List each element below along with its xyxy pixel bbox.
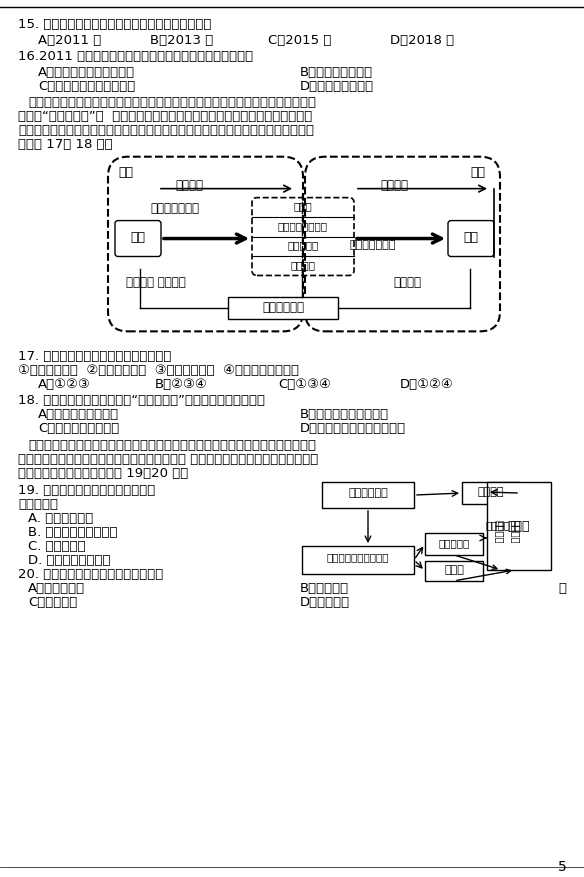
Text: 16.2011 年以来，安徽省常住人口净迁移率变化反映了该省: 16.2011 年以来，安徽省常住人口净迁移率变化反映了该省 bbox=[18, 50, 253, 63]
Bar bbox=[228, 298, 338, 320]
Text: B．投资环境的改善: B．投资环境的改善 bbox=[300, 66, 373, 79]
Bar bbox=[462, 482, 520, 504]
Bar bbox=[487, 482, 551, 570]
Text: 空间转移: 空间转移 bbox=[175, 178, 203, 191]
Text: A．2011 年: A．2011 年 bbox=[38, 34, 101, 46]
Text: 农民: 农民 bbox=[130, 231, 145, 243]
Text: B. 派件体积质量限制小: B. 派件体积质量限制小 bbox=[28, 525, 117, 538]
Bar bbox=[302, 546, 414, 574]
Text: 电商企业流通加工中心: 电商企业流通加工中心 bbox=[327, 552, 390, 561]
Text: 村改居农民: 村改居农民 bbox=[287, 240, 319, 250]
Text: 17. 下列措施中最能提升城镇化质量的是: 17. 下列措施中最能提升城镇化质量的是 bbox=[18, 350, 171, 363]
Bar bbox=[322, 482, 414, 509]
Text: 展越过这一阶段后，农业转移人口的市民化问题，便成为新型城镇化的重要任务。据: 展越过这一阶段后，农业转移人口的市民化问题，便成为新型城镇化的重要任务。据 bbox=[18, 124, 314, 137]
Text: C．常住人口数量不断增加: C．常住人口数量不断增加 bbox=[38, 80, 135, 93]
Text: 19. 自提柜取货与网店自取相比，其: 19. 自提柜取货与网店自取相比，其 bbox=[18, 483, 155, 496]
Text: 农村: 农村 bbox=[118, 166, 133, 179]
Text: 网上下单: 网上下单 bbox=[478, 487, 504, 496]
Text: D．2018 年: D．2018 年 bbox=[390, 34, 454, 46]
Text: 城镇化第一阶段: 城镇化第一阶段 bbox=[150, 202, 199, 214]
Text: 社区终端店: 社区终端店 bbox=[439, 538, 470, 547]
Text: 城镇化第二阶段: 城镇化第二阶段 bbox=[350, 239, 397, 249]
Text: 5: 5 bbox=[558, 859, 566, 873]
Text: 15. 安徽省常住人口从净迁出转变为净迁入的年份是: 15. 安徽省常住人口从净迁出转变为净迁入的年份是 bbox=[18, 18, 211, 31]
Text: A．城乡差距不断缩小: A．城乡差距不断缩小 bbox=[38, 408, 119, 421]
Text: 与追求数量增长的传统城镇化不同，新型城镇化的重点在于提升城镇化质量，致力: 与追求数量增长的传统城镇化不同，新型城镇化的重点在于提升城镇化质量，致力 bbox=[28, 96, 316, 109]
Text: 于实现“人的城镇化”。  传统城镇化阶段完成了农村地区农民空间转移，而区域发: 于实现“人的城镇化”。 传统城镇化阶段完成了农村地区农民空间转移，而区域发 bbox=[18, 110, 312, 123]
FancyBboxPatch shape bbox=[448, 221, 494, 257]
Text: B．获取更高的家庭收入: B．获取更高的家庭收入 bbox=[300, 408, 389, 421]
Bar bbox=[425, 561, 483, 581]
Text: 城市: 城市 bbox=[470, 166, 485, 179]
Text: 18. 当前我国流动人口呈现出“家庭式迁移”的新趋势，主要是由于: 18. 当前我国流动人口呈现出“家庭式迁移”的新趋势，主要是由于 bbox=[18, 394, 265, 407]
Text: C. 全天候服务: C. 全天候服务 bbox=[28, 539, 86, 553]
Text: 结构转移: 结构转移 bbox=[380, 178, 408, 191]
Text: A．①②③: A．①②③ bbox=[38, 378, 91, 391]
Text: 网店自取: 网店自取 bbox=[494, 520, 504, 543]
Text: 城郊、城中村农民: 城郊、城中村农民 bbox=[278, 221, 328, 231]
Text: 服务基础设施之中。据图完成 19～20 题。: 服务基础设施之中。据图完成 19～20 题。 bbox=[18, 467, 188, 480]
Text: 送货上门: 送货上门 bbox=[485, 519, 510, 530]
Text: A．外出务工人口数量增加: A．外出务工人口数量增加 bbox=[38, 66, 135, 79]
Text: 线下提货: 线下提货 bbox=[510, 520, 520, 543]
Text: C．2015 年: C．2015 年 bbox=[268, 34, 331, 46]
Text: 居村农民: 居村农民 bbox=[290, 260, 315, 270]
Text: D．地租价格: D．地租价格 bbox=[300, 595, 350, 608]
Text: D．为下一代提供良好的环境: D．为下一代提供良好的环境 bbox=[300, 422, 406, 435]
FancyBboxPatch shape bbox=[115, 221, 161, 257]
Text: C．①③④: C．①③④ bbox=[278, 378, 331, 391]
Text: 20. 在国外，自提柜布局在停车场、加: 20. 在国外，自提柜布局在停车场、加 bbox=[18, 567, 164, 581]
Text: 城镇社会流动: 城镇社会流动 bbox=[262, 301, 304, 314]
Text: B．人口密度: B．人口密度 bbox=[300, 581, 349, 595]
Bar bbox=[425, 533, 483, 555]
Text: C．现代交通通信发达: C．现代交通通信发达 bbox=[38, 422, 119, 435]
Text: 消费者: 消费者 bbox=[507, 519, 530, 532]
Text: 此完成 17～ 18 题。: 此完成 17～ 18 题。 bbox=[18, 138, 113, 151]
Text: B．②③④: B．②③④ bbox=[155, 378, 208, 391]
Text: 是: 是 bbox=[558, 581, 566, 595]
Text: ①完善基础设施  ②提升工资待遇  ③改革户籍制度  ④完善社会保障体系: ①完善基础设施 ②提升工资待遇 ③改革户籍制度 ④完善社会保障体系 bbox=[18, 364, 299, 377]
Text: D．老年人口数减少: D．老年人口数减少 bbox=[300, 80, 374, 93]
Text: A．交通通达度: A．交通通达度 bbox=[28, 581, 85, 595]
Text: D．①②④: D．①②④ bbox=[400, 378, 454, 391]
Text: 市民: 市民 bbox=[464, 231, 478, 243]
Text: 随着网络信息技术和快递业的发展，人们的传统购物方式在悄然发生变化，从送货: 随着网络信息技术和快递业的发展，人们的传统购物方式在悄然发生变化，从送货 bbox=[28, 438, 316, 452]
Text: 自取柜: 自取柜 bbox=[444, 564, 464, 574]
Text: 农民工: 农民工 bbox=[294, 202, 312, 211]
Text: B．2013 年: B．2013 年 bbox=[150, 34, 213, 46]
Text: 地位变迁: 地位变迁 bbox=[393, 276, 421, 289]
Text: A. 送达速度更快: A. 送达速度更快 bbox=[28, 511, 93, 524]
Text: C．技术水平: C．技术水平 bbox=[28, 595, 77, 608]
Text: 电商企业网站: 电商企业网站 bbox=[348, 488, 388, 497]
Text: 上门，到网点自提，再到自提柜进行智能自提。 自提柜已被政府纳入各级规划与社区: 上门，到网点自提，再到自提柜进行智能自提。 自提柜已被政府纳入各级规划与社区 bbox=[18, 453, 318, 466]
Text: 显著优点是: 显著优点是 bbox=[18, 497, 58, 510]
Text: D. 基础设施投入更少: D. 基础设施投入更少 bbox=[28, 553, 110, 567]
Text: 地域流动 职业转换: 地域流动 职业转换 bbox=[126, 276, 186, 289]
